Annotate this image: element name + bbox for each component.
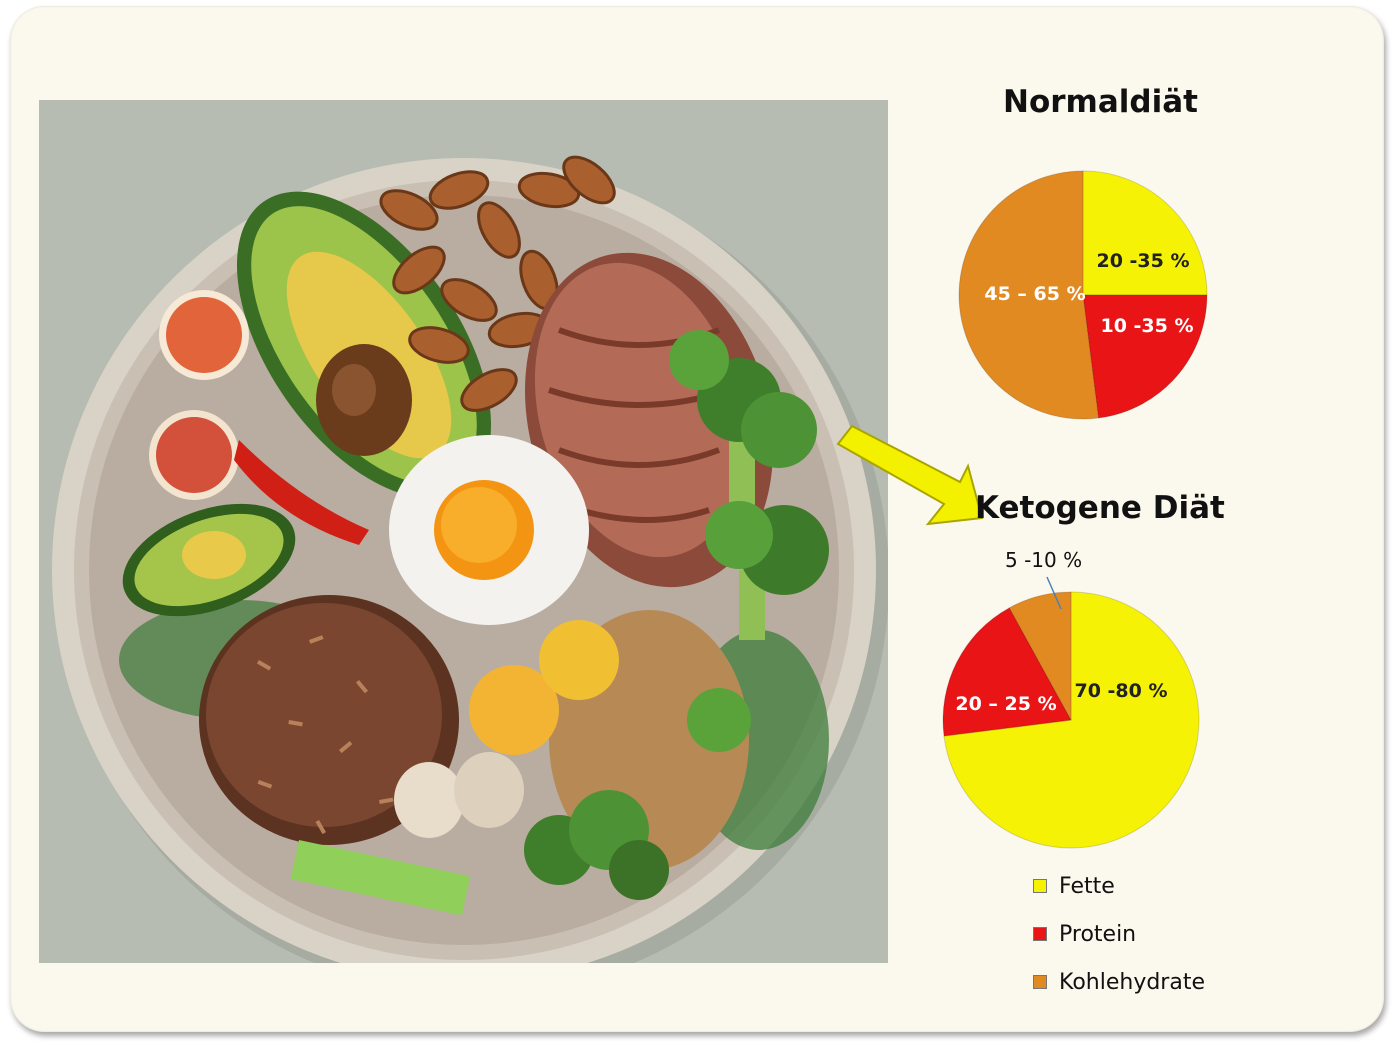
pie-slice-kohlehydrate	[1008, 591, 1072, 721]
mushrooms-icon	[394, 752, 524, 838]
pie-chart-normaldiaet: 20 -35 % 10 -35 % 45 – 65 %	[958, 170, 1208, 420]
legend-item-fette: Fette	[1033, 862, 1205, 910]
pie-slice-kohlehydrate	[958, 170, 1100, 420]
avocado-icon	[236, 191, 492, 499]
broccoli-icon	[669, 330, 829, 640]
slice-label-fette: 20 -35 %	[1096, 250, 1189, 272]
legend-swatch-protein	[1033, 927, 1047, 941]
pie-slice-fette	[943, 591, 1200, 849]
legend-label-fette: Fette	[1059, 873, 1115, 899]
legend-label-protein: Protein	[1059, 921, 1137, 947]
almonds-icon	[379, 155, 616, 412]
callout-line	[1046, 576, 1062, 610]
title-ketogene-diaet: Ketogene Diät	[975, 490, 1225, 526]
pie-slice-protein	[1082, 294, 1208, 419]
legend: Fette Protein Kohlehydrate	[1033, 862, 1205, 1006]
pie-chart-ketogene-diaet: 70 -80 % 20 – 25 %	[942, 576, 1200, 849]
legend-label-kohlehydrate: Kohlehydrate	[1059, 969, 1205, 995]
plate-drawing	[52, 155, 888, 963]
legend-swatch-fette	[1033, 879, 1047, 893]
pepper-icon	[234, 440, 369, 545]
slice-label-keto-kohlehydrate: 5 -10 %	[1005, 548, 1083, 572]
peppers-yellow-icon	[469, 620, 619, 755]
slice-label-protein: 20 – 25 %	[955, 693, 1056, 715]
tomato-icon	[149, 290, 249, 500]
celery-icon	[290, 840, 471, 916]
pie-slice-fette	[1082, 170, 1208, 296]
slice-label-protein: 10 -35 %	[1100, 315, 1193, 337]
title-normaldiaet: Normaldiät	[1003, 84, 1198, 120]
legend-item-kohlehydrate: Kohlehydrate	[1033, 958, 1205, 1006]
slice-label-fette: 70 -80 %	[1074, 680, 1167, 702]
patty-icon	[199, 595, 459, 845]
food-plate-illustration	[39, 100, 888, 963]
legend-swatch-kohlehydrate	[1033, 975, 1047, 989]
broccoli-bottom-icon	[524, 688, 751, 900]
legend-item-protein: Protein	[1033, 910, 1205, 958]
arrow-icon	[836, 424, 984, 526]
pie-slice-protein	[942, 607, 1072, 737]
slice-label-kohlehydrate: 45 – 65 %	[984, 283, 1085, 305]
avocado-half-icon	[122, 503, 296, 617]
egg-icon	[389, 435, 589, 625]
